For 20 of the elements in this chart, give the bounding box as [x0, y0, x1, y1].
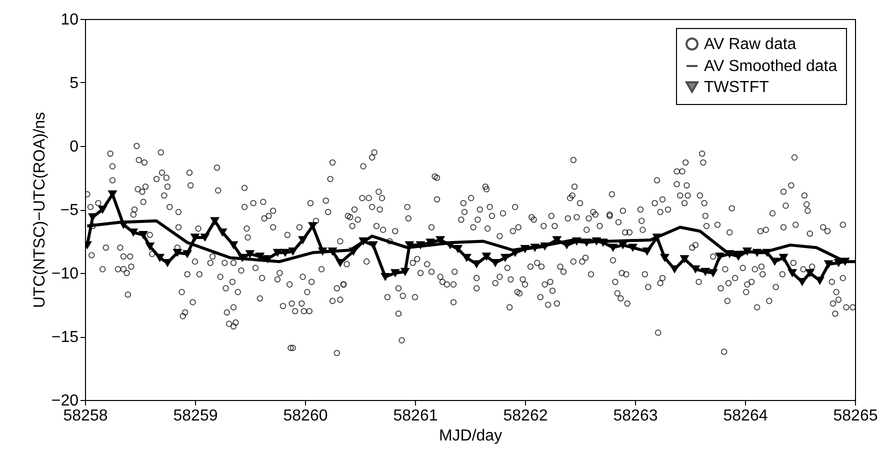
y-tick-label: 5	[70, 75, 79, 92]
y-tick-label: −5	[60, 202, 79, 219]
y-tick-label: −15	[51, 329, 79, 346]
x-tick-label: 58263	[613, 408, 658, 424]
x-tick-label: 58258	[63, 408, 108, 424]
x-tick-label: 58262	[503, 408, 548, 424]
x-tick-label: 58264	[723, 408, 768, 424]
x-tick-label: 58265	[833, 408, 878, 424]
y-tick-label: 10	[60, 12, 79, 28]
legend-label: AV Smoothed data	[704, 58, 838, 75]
y-tick-label: −20	[51, 392, 79, 410]
x-tick-label: 58260	[283, 408, 328, 424]
x-axis-title: MJD/day	[438, 428, 502, 444]
y-axis-title: UTC(NTSC)−UTC(ROA)/ns	[31, 112, 48, 308]
legend-label: TWSTFT	[704, 79, 770, 96]
x-tick-label: 58259	[173, 408, 218, 424]
y-tick-label: 0	[70, 138, 79, 156]
y-tick-label: −10	[51, 266, 79, 282]
x-tick-label: 58261	[393, 408, 438, 424]
legend-label: AV Raw data	[704, 36, 796, 53]
